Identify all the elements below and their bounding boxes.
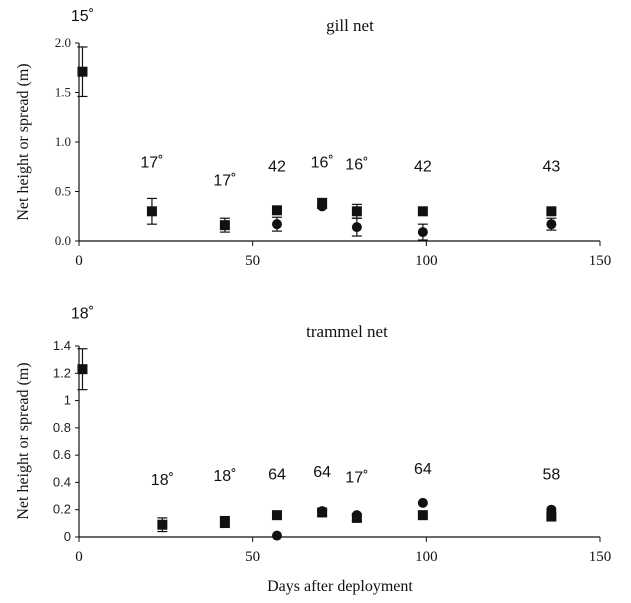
point-annotation: 64	[414, 461, 432, 478]
y-tick-label: 0.8	[53, 420, 71, 435]
y-tick-label: 1.5	[55, 85, 71, 100]
y-tick-label: 0.6	[53, 447, 71, 462]
point-annotation: 18˚	[151, 472, 174, 489]
point-annotation: 58	[542, 467, 560, 484]
point-annotation: 17˚	[345, 469, 368, 486]
square-marker	[271, 205, 282, 216]
trammel-net-panel: trammel net Days after deployment 0 0.2 0.…	[15, 306, 611, 595]
circle-marker	[417, 497, 428, 508]
square-marker	[157, 519, 168, 530]
y-tick-label: 2.0	[55, 35, 71, 50]
point-annotation: 17˚	[140, 155, 163, 172]
y-tick-label: 0.4	[53, 474, 71, 489]
circle-marker	[271, 219, 282, 230]
point-annotation: 16˚	[311, 155, 334, 172]
y-axis-title: Net height or spread (m)	[15, 362, 32, 519]
y-tick-label: 0.2	[53, 502, 71, 517]
y-axis-title: Net height or spread (m)	[15, 63, 32, 220]
circle-marker	[317, 506, 328, 517]
x-tick-label: 150	[589, 549, 612, 565]
square-marker	[77, 66, 88, 77]
x-tick-label: 150	[589, 253, 612, 269]
y-tick-label: 0	[64, 529, 71, 544]
circle-marker	[351, 510, 362, 521]
x-tick-label: 0	[75, 549, 83, 565]
circle-marker	[271, 530, 282, 541]
square-marker	[546, 206, 557, 217]
x-axis-title: Days after deployment	[267, 578, 413, 595]
square-marker	[271, 510, 282, 521]
y-tick-label: 0.0	[55, 233, 71, 248]
point-annotation: 43	[542, 159, 560, 176]
gill-net-panel: gill net 0.0 0.5 1.0 1.5 2.0 0 50 100 150 Net hei…	[15, 8, 611, 269]
y-tick-label: 0.5	[55, 184, 71, 199]
point-annotation: 18˚	[213, 468, 236, 485]
circle-marker	[317, 201, 328, 212]
square-marker	[219, 516, 230, 527]
point-annotation: 17˚	[213, 173, 236, 190]
x-tick-label: 100	[415, 549, 438, 565]
square-marker	[417, 206, 428, 217]
circle-marker	[417, 227, 428, 238]
x-tick-label: 50	[245, 253, 260, 269]
y-tick-label: 1	[64, 393, 71, 408]
circle-marker	[546, 219, 557, 230]
point-annotation: 16˚	[345, 157, 368, 174]
y-tick-label: 1.0	[55, 134, 71, 149]
y-tick-label: 1.2	[53, 365, 71, 380]
x-tick-label: 0	[75, 253, 83, 269]
circle-marker	[351, 222, 362, 233]
point-annotation: 18˚	[71, 306, 94, 323]
gill-net-title: gill net	[326, 16, 374, 35]
point-annotation: 42	[268, 159, 286, 176]
square-marker	[417, 510, 428, 521]
square-marker	[546, 511, 557, 522]
square-marker	[77, 364, 88, 375]
x-tick-label: 100	[415, 253, 438, 269]
square-marker	[219, 220, 230, 231]
point-annotation: 64	[268, 467, 286, 484]
trammel-net-title: trammel net	[306, 322, 388, 341]
square-marker	[146, 206, 157, 217]
y-tick-label: 1.4	[53, 338, 71, 353]
circle-marker	[546, 504, 557, 515]
square-marker	[351, 206, 362, 217]
x-tick-label: 50	[245, 549, 260, 565]
point-annotation: 64	[313, 464, 331, 481]
point-annotation: 42	[414, 159, 432, 176]
point-annotation: 15˚	[71, 8, 94, 25]
